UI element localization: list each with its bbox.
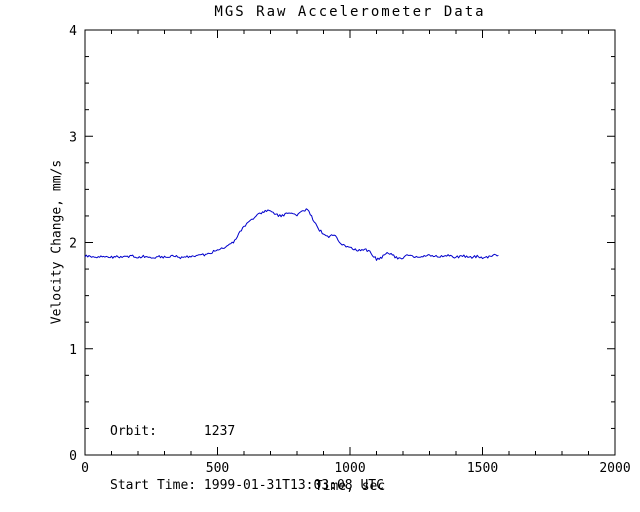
- x-tick-label: 500: [206, 461, 229, 476]
- y-tick-label: 4: [69, 24, 77, 39]
- x-tick-label: 1500: [467, 461, 498, 476]
- y-tick-label: 3: [69, 130, 77, 145]
- x-tick-label: 2000: [599, 461, 630, 476]
- x-axis-label: Time, sec: [314, 479, 386, 494]
- y-tick-label: 2: [69, 237, 77, 252]
- y-tick-label: 0: [69, 449, 77, 464]
- y-tick-label: 1: [69, 343, 77, 358]
- annotation-orbit: Orbit: 1237: [110, 424, 236, 439]
- x-tick-label: 0: [81, 461, 89, 476]
- chart-title: MGS Raw Accelerometer Data: [214, 4, 486, 20]
- x-tick-label: 1000: [334, 461, 365, 476]
- annotation-start-time: Start Time: 1999-01-31T13:03:08 UTC: [110, 478, 384, 493]
- annotation-block: Orbit: 1237 Start Time: 1999-01-31T13:03…: [110, 387, 384, 512]
- data-line: [84, 208, 499, 261]
